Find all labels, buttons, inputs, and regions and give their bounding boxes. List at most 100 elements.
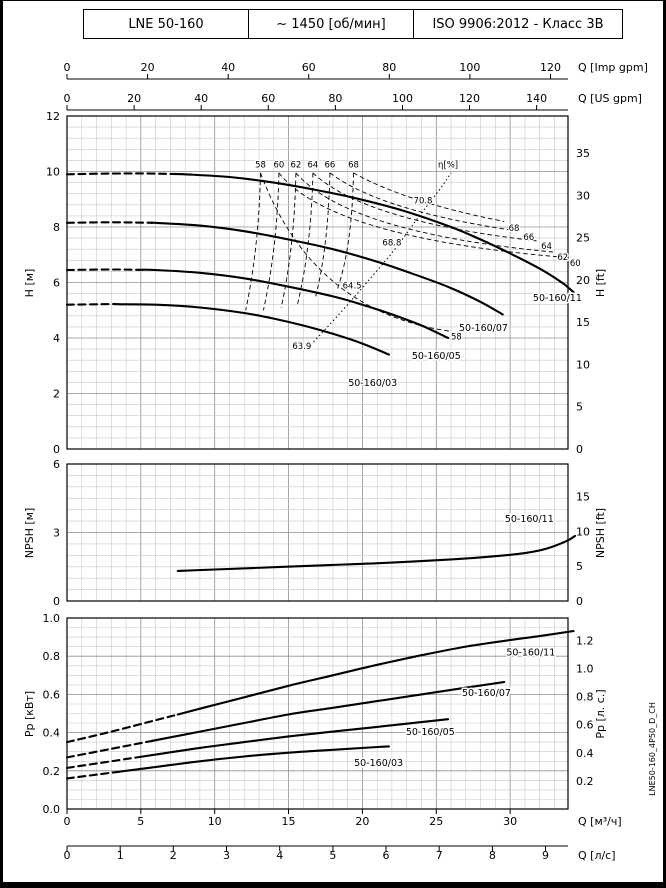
axis-tick-label: 120 — [540, 61, 561, 74]
npsh-ytick-right-label: 0 — [576, 595, 583, 608]
axis-tick-label: 80 — [382, 61, 396, 74]
curve-50-160-11: 50-160/11 — [176, 512, 577, 572]
head-grid — [67, 116, 568, 449]
curve-label: 50-160/07 — [462, 688, 511, 699]
axis-tick-label: 80 — [328, 92, 342, 105]
axis-tick-label: 30 — [503, 815, 517, 828]
npsh-ytick-right-label: 10 — [576, 525, 590, 538]
eff-top-label: 68 — [348, 161, 359, 171]
bep-efficiency-label: 70.8 — [414, 197, 433, 207]
axis-tick-label: 25 — [429, 815, 443, 828]
power-ytick-label: 0.6 — [43, 688, 61, 701]
axis-tick-label: 6 — [383, 849, 390, 862]
watermark: LNE50-160_4P50_D_CH — [648, 702, 657, 796]
npsh-ytick-right-label: 5 — [576, 560, 583, 573]
axis-tick-label: 20 — [127, 92, 141, 105]
axis-tick-label: 2 — [170, 849, 177, 862]
axis-tick-label: 10 — [208, 815, 222, 828]
power-ylabel-right: Pp [л. с.] — [594, 689, 607, 738]
head-ytick-label: 8 — [53, 221, 60, 234]
iso-standard: ISO 9906:2012 - Класс 3В — [414, 9, 623, 39]
axis-tick-label: 20 — [141, 61, 155, 74]
axis-tick-label: 140 — [526, 92, 547, 105]
axis-tick-label: 5 — [329, 849, 336, 862]
eff-top-label: 64 — [307, 161, 318, 171]
head-plot-border — [66, 115, 569, 450]
axis-tick-label: 0 — [64, 815, 71, 828]
curve-50-160-05: 50-160/05 — [65, 718, 456, 769]
eff-right-label: 62 — [557, 253, 568, 263]
eff-right-label: 66 — [523, 233, 534, 243]
curve-50-160-03: 50-160/03 — [65, 745, 405, 780]
curve-50-160-11: 50-160/11 — [65, 172, 583, 305]
curve-50-160-03: 50-160/03 — [65, 303, 399, 391]
power-left-tick-labels: 0.0 0.2 0.4 0.6 0.8 1.0 — [43, 612, 61, 816]
axis-unit-label: Q [US gpm] — [578, 92, 642, 105]
curve-50-160-07: 50-160/07 — [65, 221, 509, 336]
eta-percent-label: η[%] — [438, 161, 458, 171]
power-ytick-right-label: 1.0 — [576, 663, 594, 676]
power-ylabel-left: Pp [кВт] — [23, 691, 36, 737]
title-block: LNE 50-160 ~ 1450 [об/мин] ISO 9906:2012… — [83, 9, 623, 39]
npsh-left-tick-labels: 0 3 6 — [53, 458, 60, 608]
axis-imp-gpm: 0 20 40 60 80 100 120 Q [Imp gpm] — [64, 61, 648, 80]
eff-top-label: 60 — [273, 161, 284, 171]
power-ytick-right-label: 0.2 — [576, 775, 594, 788]
axis-unit-label: Q [Imp gpm] — [578, 61, 648, 74]
head-ytick-right-label: 0 — [576, 443, 583, 456]
curve-50-160-05: 50-160/05 — [65, 268, 462, 364]
axis-unit-label: Q [л/с] — [578, 849, 616, 862]
power-chart: 0.0 0.2 0.4 0.6 0.8 1.0 0.2 0.4 0.6 0.8 1.0 1.2 Pp [… — [23, 612, 607, 816]
power-ytick-label: 0.0 — [43, 803, 61, 816]
pump-speed: ~ 1450 [об/мин] — [249, 9, 414, 39]
bep-efficiency-label: 68.8 — [382, 238, 401, 248]
axis-us-gpm: 0 20 40 60 80 100 120 140 Q [US gpm] — [64, 92, 642, 111]
npsh-ytick-right-label: 15 — [576, 491, 590, 504]
head-ytick-label: 10 — [46, 166, 60, 179]
npsh-ytick-label: 3 — [53, 527, 60, 540]
eff-right-label: 68 — [509, 224, 520, 234]
axis-tick-label: 120 — [459, 92, 480, 105]
npsh-plot-border — [66, 463, 569, 602]
power-ytick-label: 1.0 — [43, 612, 61, 625]
axis-tick-label: 0 — [64, 849, 71, 862]
axis-tick-label: 60 — [302, 61, 316, 74]
curve-label: 50-160/11 — [506, 647, 555, 658]
axis-tick-label: 60 — [261, 92, 275, 105]
head-ytick-label: 2 — [53, 388, 60, 401]
head-ytick-right-label: 25 — [576, 232, 590, 245]
axis-tick-label: 20 — [355, 815, 369, 828]
power-ytick-label: 0.8 — [43, 650, 61, 663]
axis-tick-label: 100 — [459, 61, 480, 74]
axis-tick-label: 40 — [221, 61, 235, 74]
npsh-right-tick-labels: 0 5 10 15 — [576, 491, 590, 608]
head-ylabel-right: H [ft] — [594, 269, 607, 297]
axis-tick-label: 15 — [282, 815, 296, 828]
head-ytick-right-label: 10 — [576, 358, 590, 371]
curve-50-160-07: 50-160/07 — [65, 680, 512, 759]
head-right-tick-labels: 0 5 10 15 20 25 30 35 — [576, 147, 590, 456]
power-ytick-right-label: 0.4 — [576, 747, 594, 760]
curve-label: 50-160/11 — [533, 293, 582, 304]
axis-tick-label: 7 — [436, 849, 443, 862]
bep-efficiency-label: 64.5 — [343, 281, 362, 291]
head-ytick-label: 12 — [46, 110, 60, 123]
axis-tick-label: 4 — [276, 849, 283, 862]
curve-label: 50-160/05 — [406, 727, 455, 738]
power-ytick-right-label: 0.6 — [576, 719, 594, 732]
pump-curves-figure: LNE50-160_4P50_D_CH 02468101205101520253… — [23, 61, 657, 862]
npsh-ylabel-left: NPSH [м] — [23, 508, 36, 559]
eff-right-label: 64 — [541, 242, 552, 252]
axis-m3h: 0 5 10 15 20 25 30 Q [м³/ч] — [64, 809, 622, 828]
head-ytick-right-label: 20 — [576, 274, 590, 287]
bep-efficiency-label: 63.9 — [292, 342, 311, 352]
eff-top-label: 58 — [255, 161, 266, 171]
eff-top-label: 66 — [324, 161, 335, 171]
npsh-chart: 0 3 6 0 5 10 15 NPSH [м] NPSH [ft] 50-160/11 — [23, 458, 607, 608]
head-ytick-label: 0 — [53, 443, 60, 456]
npsh-ytick-label: 0 — [53, 595, 60, 608]
curve-label: 50-160/05 — [412, 351, 461, 362]
power-ytick-right-label: 0.8 — [576, 691, 594, 704]
